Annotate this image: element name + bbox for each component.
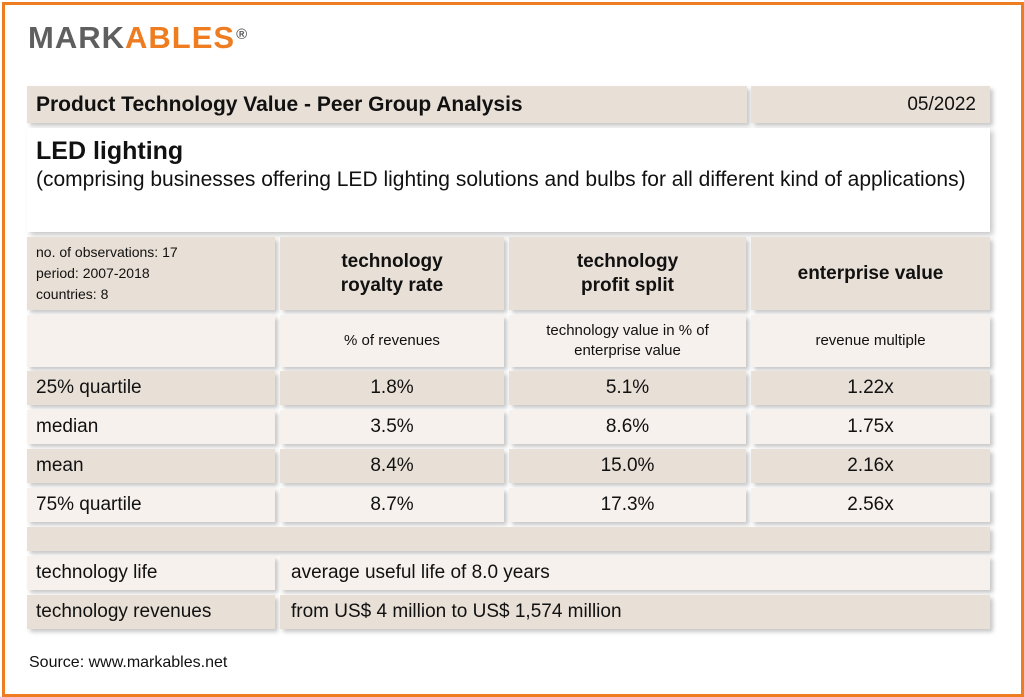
unit-royalty: % of revenues (280, 315, 504, 367)
column-header-profit-split: technology profit split (509, 237, 746, 310)
countries-count: countries: 8 (36, 286, 109, 302)
report-title: Product Technology Value - Peer Group An… (27, 86, 747, 123)
unit-enterprise-value: revenue multiple (751, 315, 990, 367)
fact-value: average useful life of 8.0 years (280, 556, 990, 590)
value-cell: 1.75x (751, 410, 990, 444)
column-header-royalty: technology royalty rate (280, 237, 504, 310)
value-cell: 3.5% (280, 410, 504, 444)
sector-title: LED lighting (36, 137, 184, 165)
markables-logo: MARKABLES® (28, 20, 249, 55)
fact-value: from US$ 4 million to US$ 1,574 million (280, 595, 990, 629)
column-header-enterprise-value: enterprise value (751, 237, 990, 310)
value-cell: 15.0% (509, 449, 746, 483)
sector-block: LED lighting (comprising businesses offe… (27, 128, 990, 232)
value-cell: 17.3% (509, 488, 746, 522)
unit-row-blank (27, 315, 275, 367)
fact-label: technology life (27, 556, 275, 590)
value-cell: 8.6% (509, 410, 746, 444)
value-cell: 2.16x (751, 449, 990, 483)
unit-profit-split: technology value in % of enterprise valu… (509, 315, 746, 367)
row-label: median (27, 410, 275, 444)
sector-description: (comprising businesses offering LED ligh… (36, 168, 966, 191)
report-date: 05/2022 (751, 86, 990, 123)
observation-info: no. of observations: 17 period: 2007-201… (27, 237, 275, 310)
observations-count: no. of observations: 17 (36, 244, 178, 260)
period-range: period: 2007-2018 (36, 265, 150, 281)
fact-label: technology revenues (27, 595, 275, 629)
value-cell: 2.56x (751, 488, 990, 522)
row-label: 75% quartile (27, 488, 275, 522)
row-label: 25% quartile (27, 371, 275, 405)
spacer-row (27, 527, 990, 551)
source-note: Source: www.markables.net (29, 654, 228, 671)
value-cell: 1.22x (751, 371, 990, 405)
value-cell: 1.8% (280, 371, 504, 405)
value-cell: 8.4% (280, 449, 504, 483)
value-cell: 5.1% (509, 371, 746, 405)
value-cell: 8.7% (280, 488, 504, 522)
row-label: mean (27, 449, 275, 483)
